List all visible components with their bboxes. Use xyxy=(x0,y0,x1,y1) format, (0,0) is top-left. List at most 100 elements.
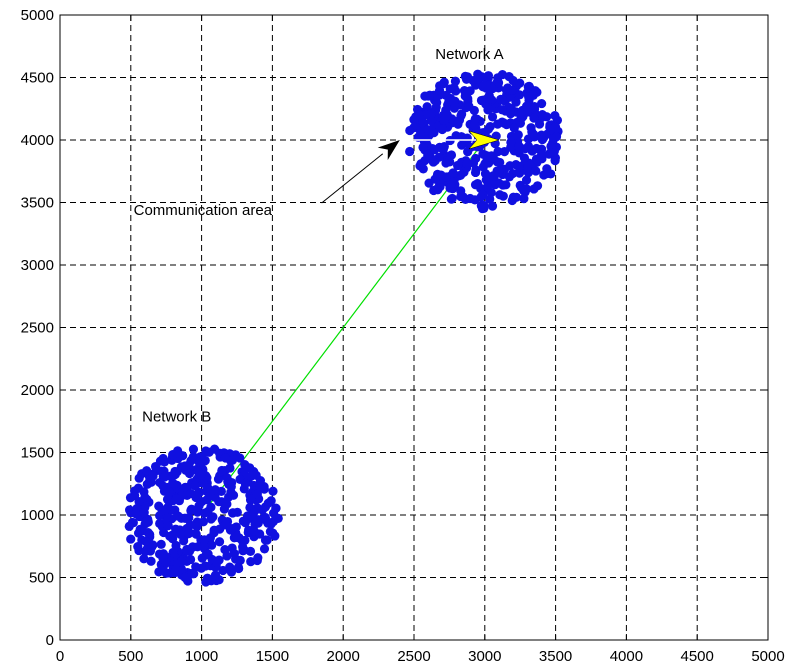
network-a-point xyxy=(423,125,433,135)
network-b-point xyxy=(134,496,144,507)
x-tick-label: 3500 xyxy=(539,648,572,665)
network-a-point xyxy=(480,159,490,169)
network-b-point xyxy=(214,555,224,565)
network-a-point xyxy=(537,98,547,109)
axis-ticks xyxy=(59,14,769,641)
network-b-point xyxy=(199,535,209,545)
network-a-point xyxy=(498,180,508,190)
y-tick-label: 5000 xyxy=(21,7,54,24)
communication-area-label: Communication area xyxy=(134,202,273,219)
network-a-point xyxy=(476,192,486,202)
network-b-point xyxy=(231,522,241,532)
x-tick-label: 500 xyxy=(118,648,143,665)
x-tick-label: 1500 xyxy=(256,648,289,665)
network-a-point xyxy=(550,156,560,166)
y-axis-tick-labels: 0 500 1000 1500 2000 2500 3000 3500 4000 4500 5000 xyxy=(21,7,54,649)
network-b-point xyxy=(206,514,216,524)
network-a-point xyxy=(448,168,458,178)
network-a-point xyxy=(519,194,529,204)
network-a-point xyxy=(418,117,428,127)
network-a-point xyxy=(521,175,532,185)
network-b-point xyxy=(184,513,194,523)
x-tick-label: 1000 xyxy=(185,648,218,665)
network-a-point xyxy=(515,109,525,119)
network-b-point xyxy=(209,525,219,535)
network-a-point xyxy=(529,104,540,114)
network-b-point xyxy=(158,553,168,563)
network-a-point xyxy=(487,201,498,211)
network-a-point xyxy=(504,172,514,182)
communication-area-pointer-line xyxy=(321,153,384,204)
network-b-point xyxy=(192,507,203,517)
network-b-point xyxy=(170,466,180,477)
network-b-point xyxy=(257,505,267,515)
network-b-point xyxy=(192,489,203,499)
network-a-point xyxy=(445,183,455,193)
network-b-point xyxy=(157,505,167,515)
network-a-point xyxy=(462,159,472,169)
network-b-point xyxy=(268,486,278,496)
network-a-point xyxy=(423,150,433,161)
link-layer xyxy=(201,139,486,516)
network-a-point xyxy=(514,168,525,178)
network-b-point xyxy=(240,535,250,546)
network-b-point xyxy=(141,517,151,527)
x-tick-label: 0 xyxy=(56,648,64,665)
network-b-point xyxy=(196,470,206,480)
network-b-point xyxy=(233,562,244,572)
network-a-point xyxy=(429,145,440,155)
network-b-point xyxy=(156,539,166,549)
network-a-point xyxy=(506,137,516,147)
network-b-point xyxy=(168,450,178,460)
network-a-point xyxy=(419,132,429,142)
network-a-point xyxy=(531,154,542,164)
network-b-point xyxy=(185,520,195,530)
network-a-point xyxy=(446,150,456,161)
network-b-point xyxy=(171,494,182,504)
network-b-point xyxy=(180,461,190,471)
network-a-point xyxy=(495,157,505,168)
network-b-point xyxy=(222,473,232,483)
network-b-point xyxy=(246,494,256,504)
network-b-point xyxy=(240,478,250,489)
x-axis-tick-labels: 0 500 1000 1500 2000 2500 3000 3500 4000 4500 5000 xyxy=(56,648,785,665)
network-a-point xyxy=(499,147,510,157)
network-a-point xyxy=(534,119,545,129)
network-a-point xyxy=(418,142,428,153)
network-b-point xyxy=(201,446,211,456)
network-a-point xyxy=(441,158,451,168)
network-b-point xyxy=(191,529,201,539)
network-a-point xyxy=(507,195,517,206)
network-a-point xyxy=(434,86,445,96)
network-b-point xyxy=(235,453,245,463)
network-a-point xyxy=(531,166,541,176)
network-b-point xyxy=(188,444,199,454)
network-b-point xyxy=(124,521,134,531)
network-a-point xyxy=(505,161,515,171)
network-b-point xyxy=(158,527,169,538)
network-b-point xyxy=(270,531,280,541)
network-b-point xyxy=(164,487,175,497)
network-a-point xyxy=(522,184,532,194)
network-b-point xyxy=(139,554,149,564)
network-b-point xyxy=(126,534,136,544)
y-tick-label: 1000 xyxy=(21,507,54,524)
network-b-point xyxy=(217,465,227,476)
network-b-point xyxy=(186,456,196,466)
network-a-point xyxy=(421,109,431,120)
network-a-point xyxy=(531,143,542,154)
x-tick-label: 5000 xyxy=(751,648,784,665)
network-a-point xyxy=(508,75,518,86)
network-b-point xyxy=(178,489,188,499)
network-b-point xyxy=(155,456,166,466)
network-b-point xyxy=(227,455,238,465)
network-b-point xyxy=(148,471,158,481)
network-a-point xyxy=(497,105,507,115)
network-b-point xyxy=(141,536,151,547)
data-points xyxy=(124,69,563,587)
y-tick-label: 3000 xyxy=(21,257,54,274)
network-a-point xyxy=(514,90,525,100)
network-b-point xyxy=(197,497,207,507)
network-a-point xyxy=(542,164,552,174)
